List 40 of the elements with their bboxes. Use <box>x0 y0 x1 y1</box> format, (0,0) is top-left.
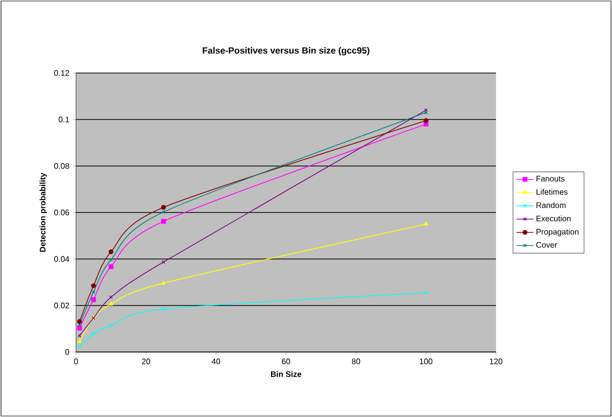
x-tick-label: 0 <box>74 358 78 364</box>
point <box>162 307 166 311</box>
point <box>424 118 428 124</box>
y-axis-title: Detection probability <box>40 172 48 252</box>
legend-label: Fanouts <box>536 176 564 182</box>
x-tick-label: 20 <box>142 358 150 364</box>
point <box>91 283 96 288</box>
x-tick-label: 100 <box>420 358 432 364</box>
x-axis-title: Bin Size <box>270 371 302 377</box>
point <box>162 210 166 214</box>
legend-label: Execution <box>536 215 570 222</box>
x-tick-label: 120 <box>490 358 502 364</box>
point <box>108 302 114 306</box>
legend-label: Random <box>536 202 566 208</box>
legend-label: Lifetimes <box>536 188 568 195</box>
y-tick-label: 0 <box>65 349 70 355</box>
x-tick-label: 40 <box>212 358 220 364</box>
point <box>424 222 428 226</box>
y-tick-label: 0.02 <box>54 302 70 308</box>
y-tick-label: 0.08 <box>54 163 70 169</box>
legend-label: Propagation <box>536 228 579 236</box>
chart-title: False-Positives versus Bin size (gcc95) <box>202 47 370 56</box>
point <box>92 290 96 294</box>
legend-label: Cover <box>536 242 558 248</box>
point <box>108 264 114 270</box>
point <box>77 339 82 343</box>
point <box>161 280 166 285</box>
point <box>161 204 166 210</box>
point <box>77 319 82 324</box>
point <box>77 326 82 330</box>
point <box>91 297 96 302</box>
y-tick-label: 0.12 <box>54 70 70 76</box>
y-tick-label: 0.06 <box>54 210 70 216</box>
point <box>162 260 166 264</box>
y-tick-label: 0.1 <box>58 116 70 122</box>
point <box>108 249 114 254</box>
x-tick-label: 60 <box>282 358 290 364</box>
y-tick-label: 0.04 <box>54 256 70 262</box>
x-tick-label: 80 <box>352 358 360 364</box>
point <box>161 218 166 224</box>
